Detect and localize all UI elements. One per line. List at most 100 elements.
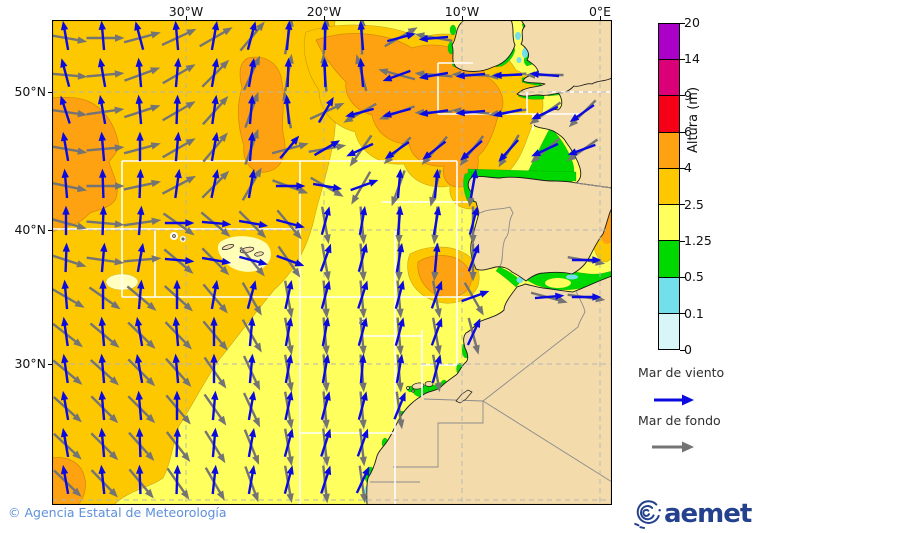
wind-arrow [531,142,559,157]
colorbar-tick-label: 0.5 [684,269,704,285]
wind-arrow [135,390,143,421]
swell-arrow [88,286,121,310]
wind-arrow [346,142,374,157]
colorbar-tick-label: 9 [684,87,692,103]
wind-arrow [136,464,144,495]
wind-arrow [321,20,329,51]
wind-arrow [460,140,483,161]
wind-arrow [60,390,70,421]
wind-arrow [98,353,106,384]
wind-arrow [211,94,219,125]
wind-arrow [164,219,195,227]
colorbar-tick-label: 14 [684,51,700,67]
wind-arrow [283,428,294,457]
colorbar-tickmark [680,204,685,206]
wind-arrow [136,242,146,273]
swell-arrow [123,217,162,227]
wind-arrow [136,427,144,458]
wind-arrow [529,70,560,78]
wind-arrow [97,94,107,125]
wind-arrow [393,391,406,420]
swell-arrow [161,175,196,195]
swell-arrow [52,108,88,118]
wind-arrow [135,94,143,125]
lon-tick-label: 20°W [306,4,342,19]
wind-arrow [247,168,257,199]
colorbar-segment [659,96,679,133]
wind-arrow [172,353,180,384]
wind-arrow [433,242,441,273]
colorbar-segment [659,277,679,314]
lon-tick-label: 30°W [168,4,204,19]
lat-tickmark [48,363,52,365]
wind-arrow [461,290,490,303]
wind-arrow [498,139,519,162]
wind-arrow [279,135,300,160]
wind-arrow [430,280,443,309]
border-algeria-mauritania [482,400,612,483]
swell-arrow [86,144,125,152]
wind-arrow [320,206,331,235]
wind-arrow [248,94,256,125]
wind-arrow [467,243,480,272]
colorbar-tickmark [680,349,685,351]
wind-arrow [319,243,332,272]
colorbar-tick-label: 0.1 [684,305,704,321]
wind-arrow [312,182,343,192]
wind-arrow [455,109,486,117]
wind-arrow [210,57,220,88]
colorbar-tick-label: 1.25 [684,233,712,248]
wind-arrow [210,168,220,199]
swell-arrow-icon [652,441,694,453]
swell-arrow [123,179,162,191]
lon-tickmark [185,16,187,20]
wind-arrow [455,72,486,80]
wind-arrow [567,143,596,156]
colorbar-tickmark [680,240,685,242]
wind-arrow [283,465,294,494]
wind-arrow [321,316,331,347]
swell-arrow [86,182,125,190]
wind-arrow [173,390,181,421]
wave-height-map [52,20,612,505]
lon-tickmark [461,16,463,20]
wind-arrow [321,57,329,88]
wind-arrow [100,242,108,273]
wind-arrow [210,316,218,347]
wind-arrow [246,280,257,309]
swell-arrow [86,256,125,266]
colorbar-tick-label: 6 [684,124,692,139]
ocean-orange-west-edge [52,97,119,233]
wind-arrow [492,71,523,79]
colorbar-segment [659,241,679,278]
colorbar-segment [659,60,679,97]
wind-arrow [247,464,257,495]
wind-arrow [276,254,305,267]
wind-arrow [466,318,481,346]
canary-island [406,386,410,390]
colorbar-tickmark [680,276,685,278]
wind-arrow [387,32,416,43]
swell-arrow [52,217,87,230]
swell-arrow [123,142,161,155]
swell-arrow [463,282,484,316]
colorbar-tick-label: 4 [684,160,692,176]
lat-tickmark [48,91,52,93]
swell-arrow [52,181,88,193]
wind-arrow [137,279,145,310]
wind-arrow [359,353,367,384]
swell-arrow [52,33,88,44]
wind-arrow [469,168,479,199]
wind-arrow [98,20,106,51]
wind-arrow [394,280,405,309]
wind-arrow [99,279,107,310]
lon-tick-label: 10°W [444,4,480,19]
wind-arrow [98,316,106,347]
wind-arrow [134,21,145,50]
azores-island [181,237,185,241]
wind-arrow [382,69,411,82]
wind-arrow [430,317,443,346]
colorbar-tick-label: 0 [684,342,692,357]
wind-arrow [531,105,559,120]
land-africa [366,275,612,505]
